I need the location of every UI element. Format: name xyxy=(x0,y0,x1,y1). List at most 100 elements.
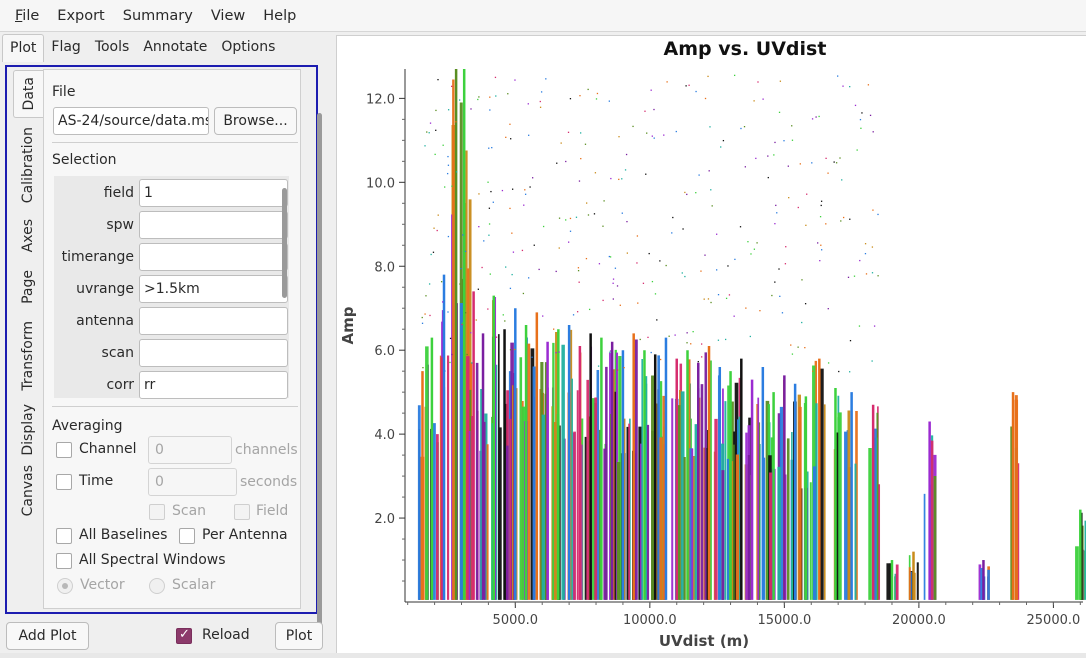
vtab-display[interactable]: Display xyxy=(13,400,43,460)
vtab-transform[interactable]: Transform xyxy=(13,313,43,399)
data-point xyxy=(490,190,492,193)
all-baselines-checkbox[interactable] xyxy=(56,528,72,544)
data-point xyxy=(805,224,807,226)
data-point xyxy=(593,213,596,215)
scan-checkbox[interactable] xyxy=(149,504,165,520)
data-point xyxy=(869,114,872,117)
data-point xyxy=(707,298,710,300)
data-point xyxy=(653,108,655,111)
data-point xyxy=(785,246,787,248)
uv-band-46 xyxy=(1075,509,1086,600)
uv-band-7 xyxy=(491,295,498,600)
timerange-input[interactable] xyxy=(139,243,288,271)
data-point xyxy=(759,310,761,312)
data-point xyxy=(728,294,731,296)
menu-summary[interactable]: Summary xyxy=(122,7,193,24)
data-point xyxy=(483,240,485,242)
data-point xyxy=(489,109,491,111)
add-plot-button[interactable]: Add Plot xyxy=(6,622,89,650)
data-point xyxy=(820,200,823,202)
menu-help[interactable]: Help xyxy=(263,7,297,24)
data-tab-scrollbar[interactable] xyxy=(317,110,323,635)
data-point xyxy=(580,157,582,160)
channel-value-input[interactable]: 0 xyxy=(148,436,232,464)
tab-plot[interactable]: Plot xyxy=(2,34,45,62)
data-point xyxy=(825,223,827,225)
plot-button[interactable]: Plot xyxy=(275,622,323,650)
data-point xyxy=(481,266,483,269)
vtab-canvas[interactable]: Canvas xyxy=(13,461,43,521)
menu-export[interactable]: Export xyxy=(57,7,105,24)
data-point xyxy=(512,251,515,253)
data-point xyxy=(801,321,803,324)
data-point xyxy=(621,212,623,214)
corr-input[interactable]: rr xyxy=(139,371,288,399)
vtab-data[interactable]: Data xyxy=(13,70,43,118)
x-tick-label: 10000.0 xyxy=(623,613,677,628)
data-point xyxy=(853,275,856,277)
vtab-calibration[interactable]: Calibration xyxy=(13,120,43,210)
tab-options[interactable]: Options xyxy=(221,39,276,55)
scalar-radio[interactable] xyxy=(149,578,165,594)
data-point xyxy=(459,283,461,285)
scatter-chart[interactable]: 2.0 4.0 6.0 8.0 10.0 12.0 5000.0 10000.0 15000.0… xyxy=(337,36,1086,653)
data-point xyxy=(697,360,699,363)
data-point xyxy=(489,273,491,275)
tab-annotate[interactable]: Annotate xyxy=(143,39,208,55)
data-point xyxy=(861,112,863,114)
field-input[interactable]: 1 xyxy=(139,179,288,207)
data-point xyxy=(540,91,543,93)
all-spw-checkbox[interactable] xyxy=(56,553,72,569)
data-point xyxy=(674,334,676,336)
uv-band-26 xyxy=(691,362,704,600)
plot-canvas[interactable]: Amp vs. UVdist 2.0 4.0 6.0 8.0 10.0 12.0 5000.… xyxy=(336,35,1086,653)
data-point xyxy=(624,169,627,171)
data-point xyxy=(609,256,612,258)
data-point xyxy=(505,266,507,268)
data-point xyxy=(421,322,424,324)
data-point xyxy=(478,193,480,195)
scrollbar-thumb[interactable] xyxy=(317,113,322,633)
channel-checkbox[interactable] xyxy=(56,442,72,458)
data-point xyxy=(435,109,437,112)
data-point xyxy=(663,134,665,136)
x-tick-label: 15000.0 xyxy=(757,613,811,628)
field-checkbox[interactable] xyxy=(234,504,250,520)
data-point xyxy=(727,265,729,267)
uv-band-36 xyxy=(798,396,812,600)
spw-input[interactable] xyxy=(139,211,288,239)
data-point xyxy=(579,95,581,97)
per-antenna-checkbox[interactable] xyxy=(179,528,195,544)
vtab-page[interactable]: Page xyxy=(13,262,43,312)
reload-checkbox[interactable] xyxy=(176,627,192,644)
data-point xyxy=(856,149,858,151)
data-point xyxy=(774,223,776,225)
browse-button[interactable]: Browse... xyxy=(214,107,297,135)
data-point xyxy=(451,85,453,88)
vtab-canvas-label: Canvas xyxy=(20,465,36,517)
data-point xyxy=(626,220,628,223)
uv-band-8 xyxy=(497,329,512,600)
selection-scrollbar[interactable] xyxy=(282,188,287,298)
data-point xyxy=(542,315,544,317)
tab-flag[interactable]: Flag xyxy=(51,39,81,55)
file-path-input[interactable]: AS-24/source/data.ms xyxy=(53,107,209,135)
data-point xyxy=(608,100,610,102)
vtab-calibration-label: Calibration xyxy=(20,126,36,204)
vtab-axes[interactable]: Axes xyxy=(13,211,43,261)
data-point xyxy=(511,273,513,276)
time-value-input[interactable]: 0 xyxy=(148,468,237,496)
data-point xyxy=(864,252,867,255)
menu-view[interactable]: View xyxy=(210,7,246,24)
tab-tools[interactable]: Tools xyxy=(94,39,130,55)
data-point xyxy=(609,350,612,352)
scan-input[interactable] xyxy=(139,339,288,367)
menu-file[interactable]: File xyxy=(15,7,40,24)
uvrange-input[interactable]: >1.5km xyxy=(139,275,288,303)
data-point xyxy=(872,209,874,211)
time-checkbox[interactable] xyxy=(56,474,72,490)
vtab-axes-label: Axes xyxy=(20,219,36,253)
antenna-input[interactable] xyxy=(139,307,288,335)
vector-radio[interactable] xyxy=(57,578,73,594)
data-point xyxy=(532,177,534,179)
